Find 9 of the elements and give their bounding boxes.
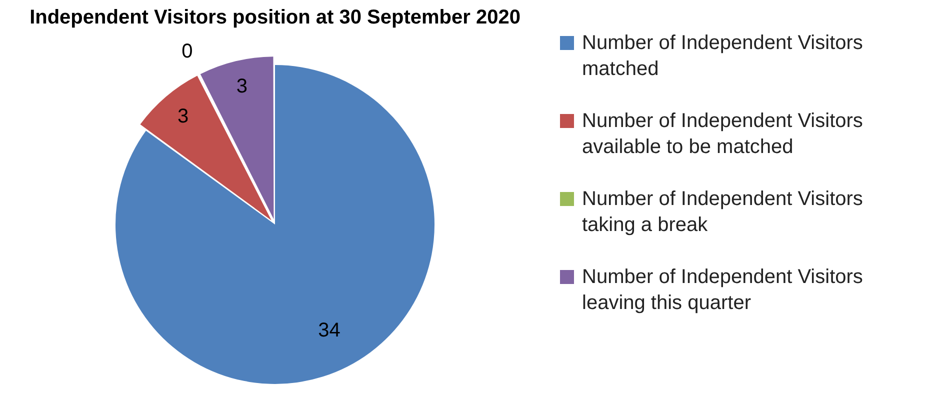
data-label: 3 [236,75,248,98]
legend-label: Number of Independent Visitors leaving this quarter [582,265,864,316]
legend-label: Number of Independent Visitors matched [582,31,864,82]
text: 0 [182,40,193,63]
legend-label: Number of Independent Visitors available to be matched [582,109,864,160]
chart-title: Independent Visitors position at 30 September 2020 [30,6,520,29]
legend-label: Number of Independent Visitors taking a break [582,187,864,238]
data-label: 34 [318,320,340,342]
data-label: 3 [177,105,189,128]
